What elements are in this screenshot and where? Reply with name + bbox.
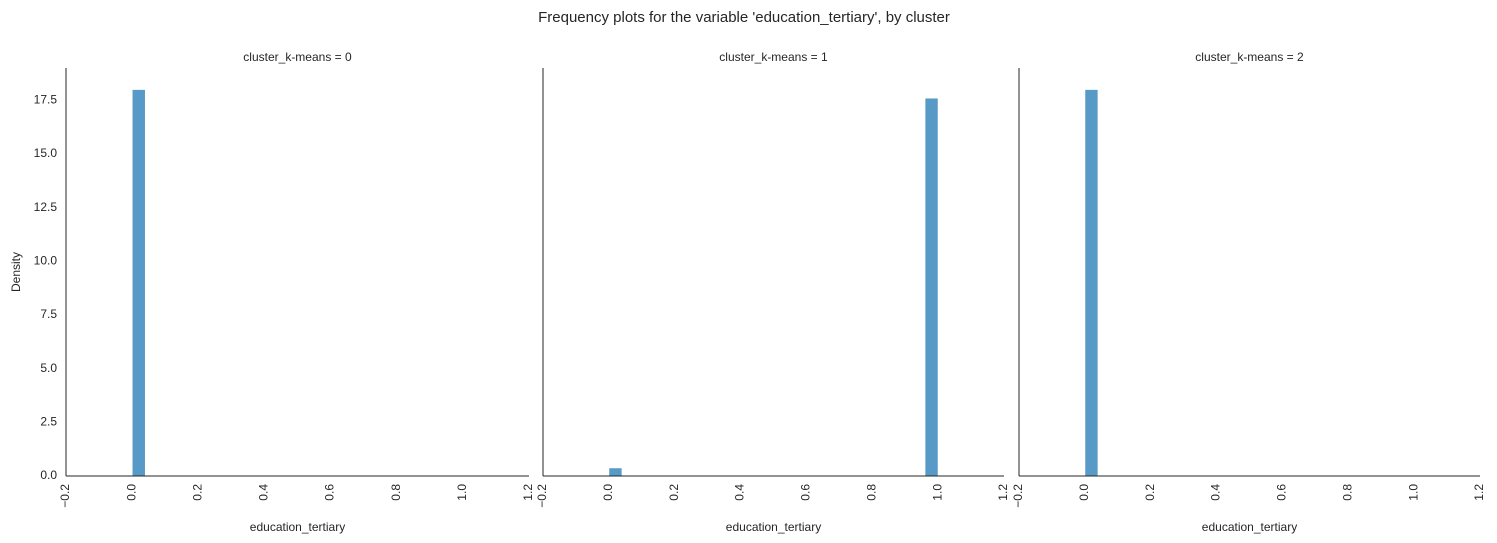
x-tick-label: 0.6: [323, 484, 337, 501]
x-tick-label: 1.0: [1406, 484, 1420, 501]
facet-1: cluster_k-means = 1 −0.2 0.0 0.2 0.4 0.6 0.8 1.…: [535, 50, 1010, 534]
x-axis-label: education_tertiary: [250, 520, 345, 534]
facet-title: cluster_k-means = 1: [719, 50, 828, 64]
x-tick-label: 0.6: [799, 484, 813, 501]
facet-panels: cluster_k-means = 0−0.2 0.0 0.2 0.4 0.6 0.8 1.…: [9, 50, 1486, 534]
x-tick-label: 0.0: [124, 484, 138, 501]
bar-1: [924, 97, 939, 477]
y-tick-label: 7.5: [40, 307, 57, 321]
x-tick-label: 0.8: [389, 484, 403, 501]
facet-0: cluster_k-means = 0−0.2 0.0 0.2 0.4 0.6 0.8 1.…: [9, 50, 535, 534]
y-tick-label: 15.0: [34, 146, 58, 160]
x-tick-label: 0.8: [1340, 484, 1354, 501]
x-tick-label: 0.4: [1209, 484, 1223, 501]
x-tick-label: 0.0: [1077, 484, 1091, 501]
x-tick-label: 0.4: [257, 484, 271, 501]
bar-0: [131, 89, 146, 477]
figure-title: Frequency plots for the variable 'educat…: [538, 9, 950, 26]
x-tick-label: 0.2: [667, 484, 681, 501]
facet-2: cluster_k-means = 2 −0.2 0.0 0.2 0.4 0.6 0.8 1.…: [1011, 50, 1486, 534]
y-tick-label: 12.5: [34, 200, 58, 214]
facet-title: cluster_k-means = 0: [243, 50, 352, 64]
x-axis-label: education_tertiary: [1202, 520, 1297, 534]
x-tick-label: 1.2: [996, 484, 1010, 501]
facet-title: cluster_k-means = 2: [1195, 50, 1304, 64]
x-tick-label: 0.8: [864, 484, 878, 501]
x-tick-label: 1.0: [930, 484, 944, 501]
x-tick-label: 1.2: [521, 484, 535, 501]
x-tick-label: −0.2: [1011, 484, 1025, 508]
y-tick-label: 2.5: [40, 414, 57, 428]
bar-0: [1084, 89, 1099, 477]
x-tick-label: 0.4: [733, 484, 747, 501]
x-tick-label: 0.0: [601, 484, 615, 501]
y-tick-label: 10.0: [34, 253, 58, 267]
x-tick-label: −0.2: [535, 484, 549, 508]
y-axis-label: Density: [9, 252, 23, 292]
x-tick-label: 0.2: [1143, 484, 1157, 501]
x-tick-label: −0.2: [58, 484, 72, 508]
x-axis-label: education_tertiary: [726, 520, 821, 534]
y-tick-label: 0.0: [40, 468, 57, 482]
bar-0: [608, 467, 623, 477]
x-tick-label: 1.2: [1472, 484, 1486, 501]
x-tick-label: 0.2: [190, 484, 204, 501]
x-tick-label: 0.6: [1275, 484, 1289, 501]
y-tick-label: 5.0: [40, 361, 57, 375]
y-tick-label: 17.5: [34, 92, 58, 106]
x-tick-label: 1.0: [455, 484, 469, 501]
